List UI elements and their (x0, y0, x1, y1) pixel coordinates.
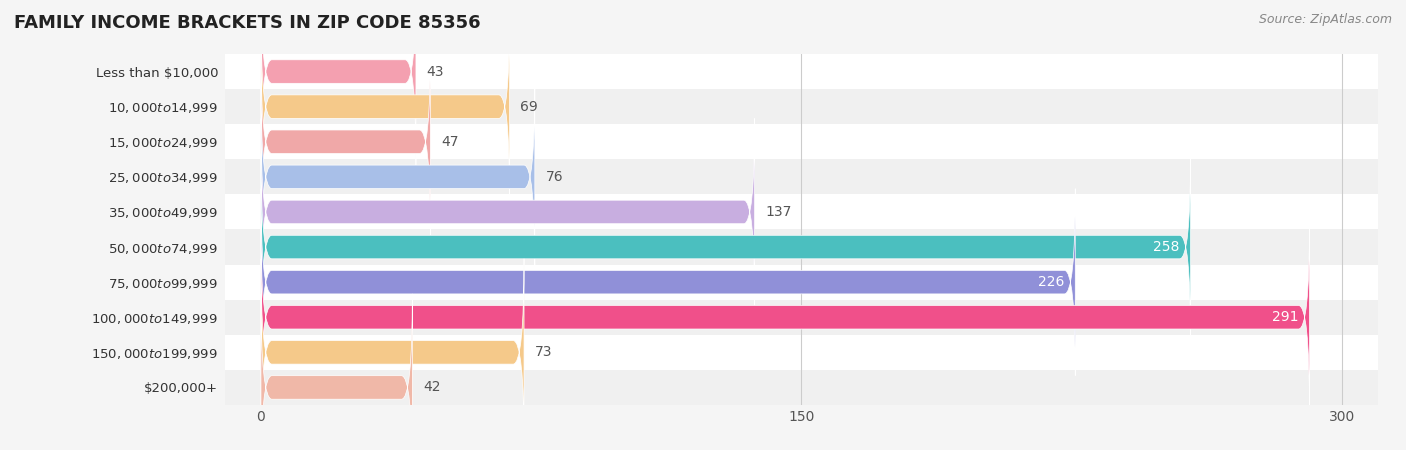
Text: 43: 43 (427, 64, 444, 79)
FancyBboxPatch shape (262, 13, 509, 200)
Bar (225, 159, 1378, 194)
Bar (225, 230, 1378, 265)
Text: 226: 226 (1038, 275, 1064, 289)
Bar (225, 370, 1378, 405)
Text: 73: 73 (534, 345, 553, 360)
FancyBboxPatch shape (262, 259, 524, 446)
Bar (225, 265, 1378, 300)
FancyBboxPatch shape (262, 83, 534, 270)
Text: FAMILY INCOME BRACKETS IN ZIP CODE 85356: FAMILY INCOME BRACKETS IN ZIP CODE 85356 (14, 14, 481, 32)
FancyBboxPatch shape (262, 224, 1309, 411)
Text: 291: 291 (1272, 310, 1299, 324)
FancyBboxPatch shape (262, 118, 755, 306)
Text: 69: 69 (520, 99, 538, 114)
Bar (225, 54, 1378, 89)
FancyBboxPatch shape (262, 153, 1191, 341)
FancyBboxPatch shape (262, 48, 430, 235)
Text: 47: 47 (441, 135, 458, 149)
Text: 42: 42 (423, 380, 440, 395)
Bar (225, 124, 1378, 159)
FancyBboxPatch shape (262, 0, 416, 165)
Bar (225, 335, 1378, 370)
Bar (225, 300, 1378, 335)
Text: 76: 76 (546, 170, 564, 184)
Bar (225, 89, 1378, 124)
Bar (225, 194, 1378, 230)
FancyBboxPatch shape (262, 189, 1076, 376)
Text: Source: ZipAtlas.com: Source: ZipAtlas.com (1258, 14, 1392, 27)
Text: 137: 137 (765, 205, 792, 219)
Text: 258: 258 (1153, 240, 1180, 254)
FancyBboxPatch shape (262, 294, 412, 450)
